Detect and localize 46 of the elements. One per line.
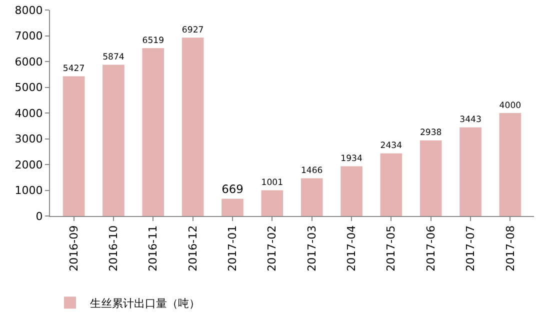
x-tick-label: 2017-07 xyxy=(464,225,478,272)
data-label: 6927 xyxy=(182,25,204,36)
bar xyxy=(222,198,244,216)
bar xyxy=(340,166,362,216)
data-label: 1001 xyxy=(261,178,284,188)
x-tick-label: 2016-12 xyxy=(186,225,200,272)
x-tick-label: 2017-01 xyxy=(226,225,240,272)
bar xyxy=(420,140,442,216)
y-tick-label: 7000 xyxy=(14,30,43,43)
bar xyxy=(102,64,124,216)
y-tick-label: 6000 xyxy=(14,55,43,68)
data-label: 2938 xyxy=(420,128,442,138)
x-tick-label: 2017-08 xyxy=(504,225,517,272)
x-tick-label: 2017-04 xyxy=(345,225,358,272)
data-label: 2434 xyxy=(380,141,402,152)
bar xyxy=(261,190,284,216)
y-tick-label: 1000 xyxy=(14,184,43,198)
bar xyxy=(300,178,323,216)
x-tick-label: 2016-10 xyxy=(107,225,120,272)
y-tick-label: 4000 xyxy=(14,106,43,120)
x-tick-label: 2017-02 xyxy=(266,225,279,272)
x-tick-label: 2017-06 xyxy=(424,225,438,272)
data-label: 5874 xyxy=(102,52,124,63)
legend-label: 生丝累计出口量（吨） xyxy=(90,296,200,310)
bar xyxy=(380,153,402,216)
bar xyxy=(499,113,522,216)
data-label: 4000 xyxy=(499,100,522,111)
bar xyxy=(460,127,482,216)
y-tick-label: 3000 xyxy=(14,132,43,146)
y-tick-label: 2000 xyxy=(14,158,43,172)
data-label: 5427 xyxy=(62,64,85,74)
x-tick-label: 2016-09 xyxy=(67,225,80,272)
data-label: 1466 xyxy=(300,166,323,176)
y-tick-label: 5000 xyxy=(14,81,43,94)
x-tick-label: 2017-05 xyxy=(384,225,398,272)
x-tick-label: 2017-03 xyxy=(305,225,318,272)
y-tick-label: 8000 xyxy=(14,4,43,17)
data-label: 3443 xyxy=(460,115,482,126)
data-label: 669 xyxy=(222,182,244,196)
data-label: 1934 xyxy=(340,154,362,164)
y-tick-label: 0 xyxy=(36,210,43,223)
x-tick-label: 2016-11 xyxy=(146,225,160,272)
data-label: 6519 xyxy=(142,36,164,46)
bar xyxy=(62,76,85,216)
bar xyxy=(142,48,164,216)
bar xyxy=(182,38,204,216)
